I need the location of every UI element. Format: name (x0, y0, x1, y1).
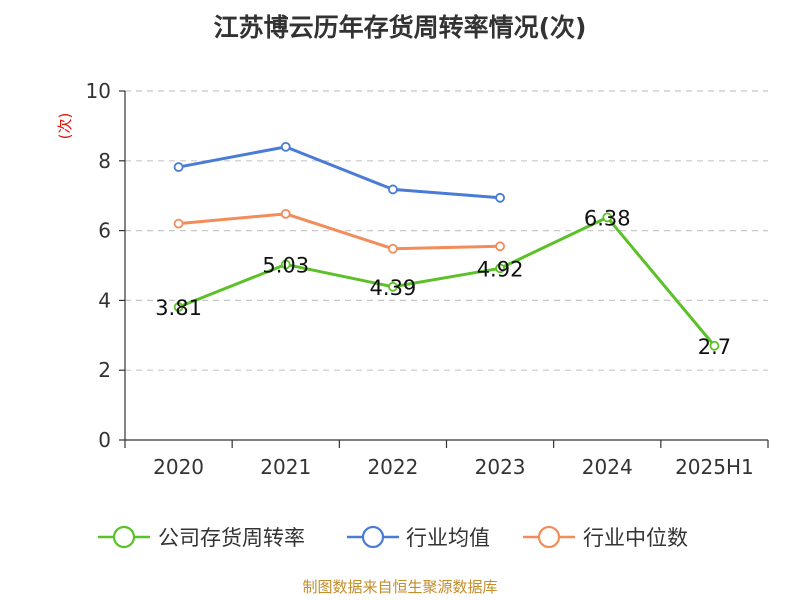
source-note: 制图数据来自恒生聚源数据库 (302, 578, 498, 596)
data-point (709, 340, 720, 351)
y-tick-label: 2 (98, 358, 111, 382)
x-tick-label: 2024 (582, 455, 633, 479)
data-point (388, 243, 398, 254)
axes: 0 2 4 6 8 10 (次) 2020 2021 2022 2023 2024 2025H1 (56, 79, 769, 479)
x-tick-label: 2025H1 (675, 455, 754, 479)
data-point (280, 141, 291, 152)
data-labels: 3.81 5.03 4.39 4.92 6.38 2.7 (155, 206, 731, 358)
legend-marker (537, 525, 561, 549)
x-tick-label: 2020 (153, 455, 204, 479)
y-tick-label: 10 (86, 79, 111, 103)
data-label: 4.92 (477, 257, 524, 281)
y-tick-label: 0 (98, 428, 111, 452)
series-line (178, 215, 716, 347)
data-label: 6.38 (584, 206, 631, 230)
y-tick-label: 4 (98, 288, 111, 312)
grid-lines (125, 90, 768, 371)
data-point (388, 281, 398, 292)
legend-item[interactable]: 行业均值 (347, 525, 490, 550)
chart-title: 江苏博云历年存货周转率情况(次) (213, 13, 587, 42)
data-label: 3.81 (155, 296, 202, 320)
legend-label: 公司存货周转率 (158, 526, 305, 550)
y-axis-unit: (次) (56, 113, 74, 140)
data-point (280, 259, 291, 270)
data-point (495, 263, 505, 274)
x-tick-label: 2023 (475, 455, 526, 479)
data-label: 2.7 (698, 335, 731, 359)
legend-marker (361, 525, 385, 549)
data-point (602, 212, 613, 223)
legend[interactable]: 公司存货周转率 行业均值 行业中位数 (98, 525, 688, 550)
legend-marker (112, 525, 136, 549)
data-point (495, 241, 505, 252)
legend-label: 行业中位数 (583, 526, 688, 550)
y-tick-label: 8 (98, 149, 111, 173)
data-point (280, 208, 291, 219)
legend-item[interactable]: 公司存货周转率 (98, 525, 305, 550)
x-tick-label: 2022 (367, 455, 418, 479)
series-lines (173, 141, 720, 351)
data-point (388, 184, 398, 195)
data-point (173, 302, 184, 312)
y-tick-label: 6 (98, 219, 111, 243)
data-point (173, 218, 184, 229)
data-label: 5.03 (262, 253, 309, 277)
legend-label: 行业均值 (406, 526, 490, 550)
x-tick-label: 2021 (260, 455, 311, 479)
data-point (173, 162, 184, 172)
data-point (495, 192, 505, 203)
series-line (178, 145, 501, 200)
data-label: 4.39 (370, 276, 417, 300)
legend-item[interactable]: 行业中位数 (523, 525, 688, 550)
series-line (178, 212, 501, 251)
